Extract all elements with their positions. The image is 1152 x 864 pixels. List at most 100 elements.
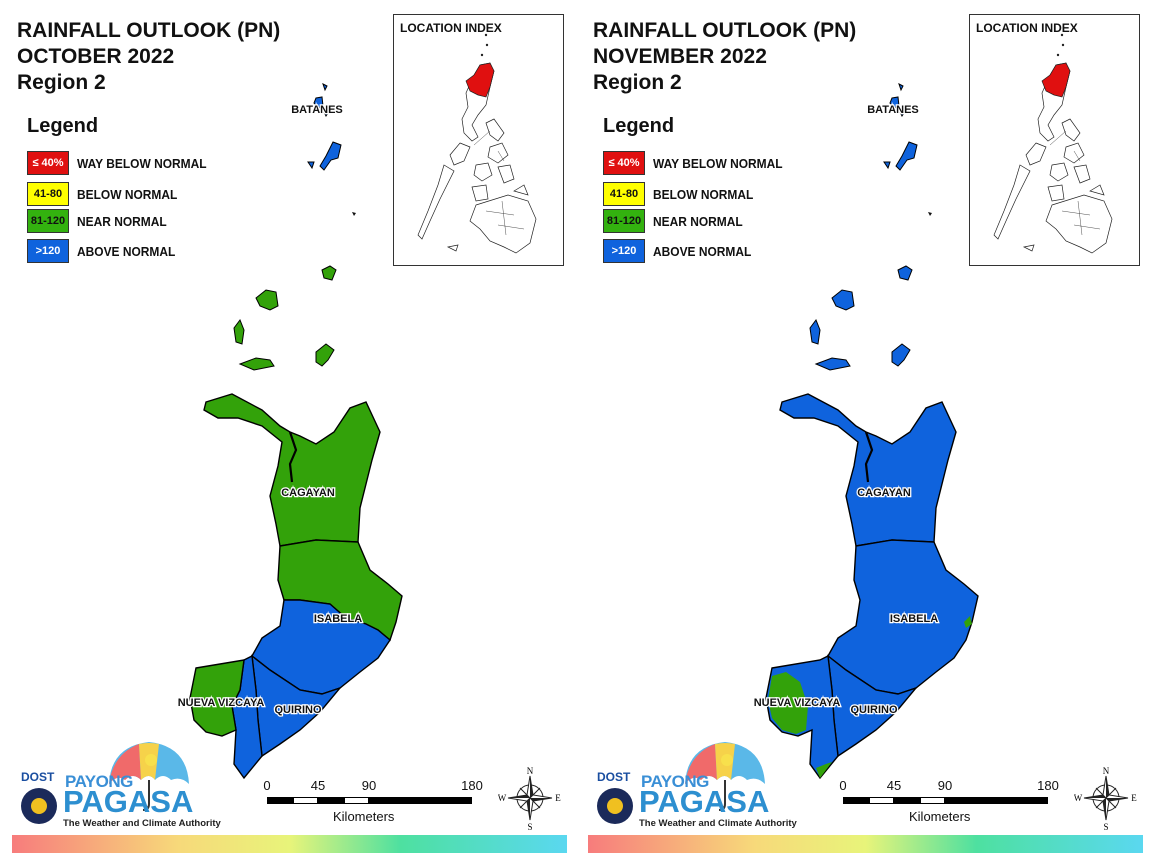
province-cagayan — [779, 393, 957, 547]
legend-label: NEAR NORMAL — [77, 213, 167, 229]
legend-label: ABOVE NORMAL — [653, 243, 752, 259]
batanes-island — [323, 111, 329, 117]
label-nueva-vizcaya: NUEVA VIZCAYA — [178, 697, 265, 709]
compass-e: E — [555, 793, 561, 803]
dost-text: DOST — [21, 770, 55, 784]
pagasa-logo: DOST PAYONG PAGASA The Weather and Clima… — [15, 740, 221, 832]
scale-tick: 90 — [361, 778, 377, 793]
legend-code: 41-80 — [609, 188, 639, 200]
legend-label: ABOVE NORMAL — [77, 243, 176, 259]
philippines-index-map — [993, 33, 1113, 254]
batanes-island — [322, 83, 328, 92]
legend-item-below: 41-80 BELOW NORMAL — [603, 181, 762, 207]
color-gradient-bar — [588, 835, 1143, 853]
logo-tagline: The Weather and Climate Authority — [63, 818, 221, 829]
scale-segment — [869, 797, 894, 804]
region-2-map: BATANES CAGAYAN ISABELA NUEVA VIZCAYA QU… — [752, 83, 979, 780]
legend-swatch: 41-80 — [603, 182, 645, 206]
compass-w: W — [498, 793, 507, 803]
province-isabela — [827, 539, 979, 695]
scale-bar: 0 45 90 180 Kilometers — [263, 778, 493, 828]
batanes-island — [313, 96, 324, 109]
title-line-3: Region 2 — [17, 71, 106, 94]
batanes-island — [319, 141, 342, 171]
label-nueva-vizcaya: NUEVA VIZCAYA — [754, 697, 841, 709]
region-2-map: BATANES CAGAYAN ISABELA NUEVA VIZCAYA QU… — [176, 83, 403, 780]
north-arrow: N S E W — [1074, 764, 1138, 832]
october-panel: RAINFALL OUTLOOK (PN) OCTOBER 2022 Regio… — [12, 14, 567, 853]
legend-item-way-below: ≤ 40% WAY BELOW NORMAL — [603, 150, 794, 176]
title-line-2: NOVEMBER 2022 — [593, 45, 767, 68]
small-island — [352, 212, 356, 216]
color-gradient-bar — [12, 835, 567, 853]
label-quirino: QUIRINO — [274, 704, 322, 716]
batanes-island — [899, 111, 905, 117]
babuyan-island — [814, 357, 851, 371]
location-index-title: LOCATION INDEX — [400, 21, 502, 35]
label-batanes: BATANES — [291, 104, 343, 116]
legend-label: WAY BELOW NORMAL — [653, 155, 783, 171]
babuyan-island — [831, 289, 855, 311]
pagasa-text: PAGASA — [63, 784, 194, 819]
scale-tick: 180 — [461, 778, 483, 793]
scale-segment — [318, 797, 344, 804]
label-quirino: QUIRINO — [850, 704, 898, 716]
batanes-islands — [307, 83, 342, 171]
compass-s: S — [1103, 822, 1108, 832]
legend-swatch: 41-80 — [27, 182, 69, 206]
legend-label: WAY BELOW NORMAL — [77, 155, 207, 171]
compass-rose-icon: N S E W — [498, 766, 562, 832]
north-arrow: N S E W — [498, 764, 562, 832]
label-batanes: BATANES — [867, 104, 919, 116]
legend-code: 81-120 — [30, 215, 66, 227]
label-cagayan: CAGAYAN — [857, 487, 911, 499]
province-border — [864, 431, 874, 483]
legend-item-above: >120 ABOVE NORMAL — [603, 238, 760, 264]
babuyan-island — [809, 318, 821, 345]
batanes-island — [883, 161, 891, 170]
payong-text: PAYONG — [641, 772, 709, 791]
legend-swatch: >120 — [603, 239, 645, 263]
scale-segment — [945, 797, 1048, 804]
province-nueva-vizcaya-west — [189, 659, 245, 737]
scale-segment — [369, 797, 472, 804]
legend-title: Legend — [27, 115, 99, 137]
location-index-title: LOCATION INDEX — [976, 21, 1078, 35]
scale-tick: 90 — [937, 778, 953, 793]
scale-tick: 0 — [839, 778, 847, 793]
legend-code: ≤ 40% — [608, 157, 640, 169]
location-index-box: LOCATION INDEX — [393, 14, 564, 266]
scale-units: Kilometers — [909, 809, 971, 824]
small-island — [928, 212, 932, 216]
label-cagayan: CAGAYAN — [281, 487, 335, 499]
batanes-islands — [883, 83, 918, 171]
scale-segment — [293, 797, 318, 804]
babuyan-island — [315, 343, 335, 367]
batanes-island — [889, 96, 900, 109]
november-panel: RAINFALL OUTLOOK (PN) NOVEMBER 2022 Regi… — [576, 0, 1152, 864]
compass-s: S — [527, 822, 532, 832]
province-border — [288, 431, 298, 483]
legend-item-below: 41-80 BELOW NORMAL — [27, 181, 186, 207]
scale-segment — [344, 797, 369, 804]
legend-swatch: ≤ 40% — [27, 151, 69, 175]
nueva-vizcaya-green-tip — [816, 762, 832, 778]
umbrella-logo-icon — [21, 742, 189, 824]
dost-text: DOST — [597, 770, 631, 784]
scale-segment — [920, 797, 945, 804]
title-line-2: OCTOBER 2022 — [17, 45, 175, 68]
batanes-island — [307, 161, 315, 170]
babuyan-islands — [233, 265, 337, 371]
scale-segment — [894, 797, 920, 804]
payong-text: PAYONG — [65, 772, 133, 791]
title-line-3: Region 2 — [593, 71, 682, 94]
isabela-green-patch — [964, 616, 972, 628]
legend-label: NEAR NORMAL — [653, 213, 743, 229]
compass-n: N — [1103, 766, 1110, 776]
legend-title: Legend — [603, 115, 675, 137]
compass-w: W — [1074, 793, 1083, 803]
babuyan-island — [891, 343, 911, 367]
legend-code: 41-80 — [33, 188, 63, 200]
legend-label: BELOW NORMAL — [77, 186, 178, 202]
scale-bar: 0 45 90 180 Kilometers — [839, 778, 1069, 828]
